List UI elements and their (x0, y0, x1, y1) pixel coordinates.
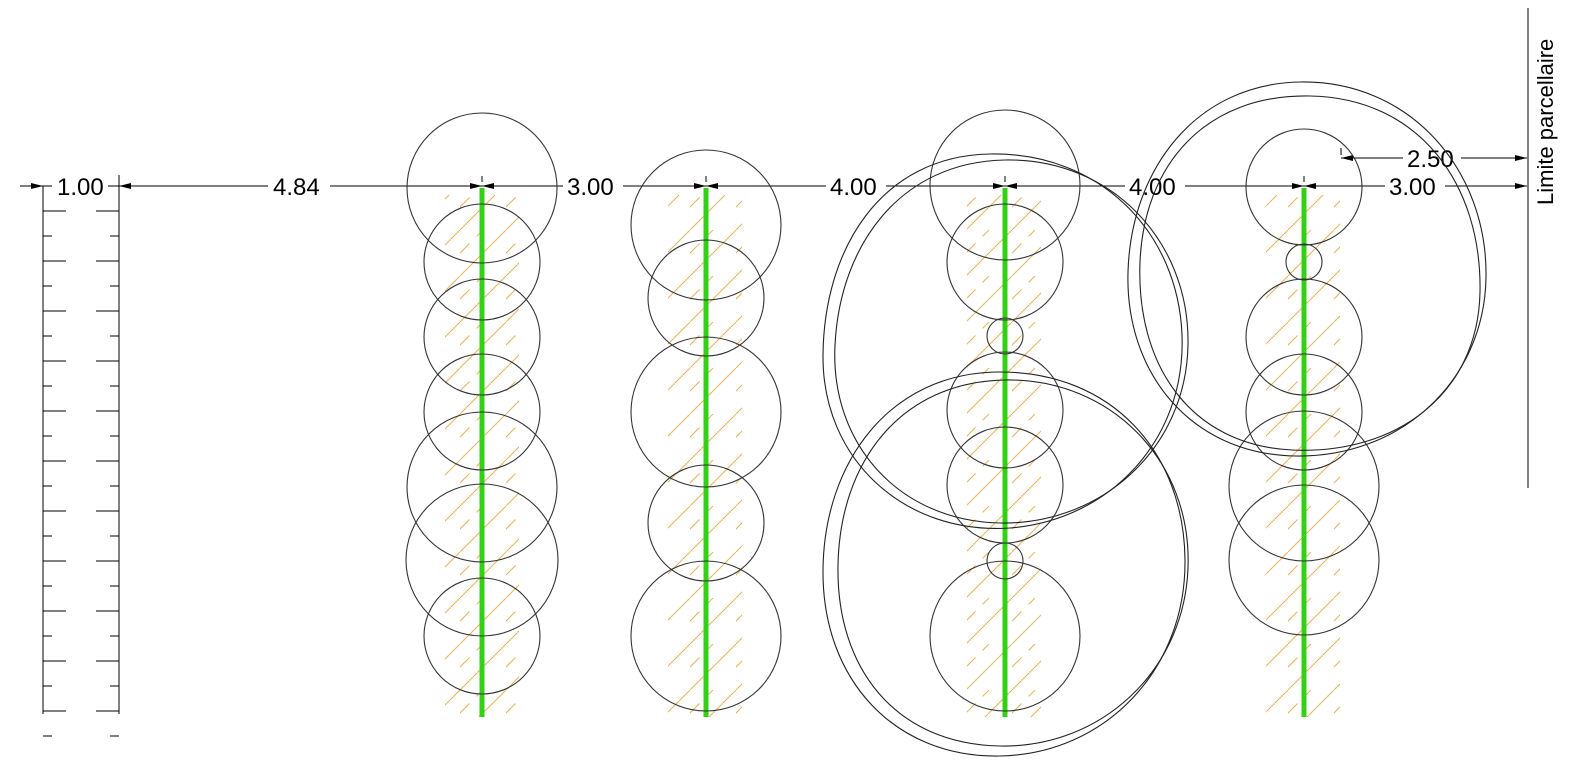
tree-canopy-row4-b (1139, 95, 1481, 451)
shrub-circle (405, 483, 559, 637)
dimension-label-3: 3.00 (567, 174, 614, 201)
arrow-6 (706, 183, 718, 189)
arrow-7 (993, 183, 1005, 189)
shrub-circle (647, 239, 765, 357)
tree-canopies (822, 81, 1487, 757)
boundary-offset-dimension: 2.50 (1340, 144, 1527, 173)
offset-arrow-right (1515, 155, 1527, 161)
shrub-circle (1285, 243, 1323, 281)
shrub-circle (1228, 484, 1380, 636)
shrub-circle (929, 560, 1081, 712)
arrow-5 (694, 183, 706, 189)
boundary-label: Limite parcellaire (1533, 39, 1558, 205)
shrub-circle (1228, 410, 1380, 562)
arrow-4 (482, 183, 494, 189)
shrub-circle (946, 351, 1064, 469)
arrow-10 (1304, 183, 1316, 189)
dimension-label-4: 4.00 (830, 174, 877, 201)
property-boundary: Limite parcellaire (1527, 8, 1558, 488)
ruler-ticks (43, 210, 119, 737)
shrub-circle (986, 542, 1024, 580)
shrub-circle (630, 560, 782, 712)
planting-lines (479, 188, 1307, 717)
dimension-label-2: 4.84 (273, 174, 320, 201)
shrub-circle (1245, 278, 1363, 396)
row-1-shrubs (405, 112, 559, 695)
tree-canopy-row4-a (1127, 81, 1487, 457)
shrub-circle (929, 109, 1081, 261)
arrow-3 (470, 183, 482, 189)
tree-canopy-row3-upper-b (822, 153, 1183, 529)
arrow-8 (1005, 183, 1017, 189)
shrub-circle (1245, 353, 1363, 471)
label-bg-6 (1385, 172, 1445, 200)
arrow-2 (119, 183, 131, 189)
shrub-circle (630, 149, 782, 301)
shrub-circle (1245, 128, 1363, 246)
arrow-1 (31, 183, 43, 189)
row-3-shrubs (929, 109, 1081, 712)
shrub-circle (423, 577, 541, 695)
label-bg-4 (826, 172, 886, 200)
dimension-label-6: 3.00 (1389, 174, 1436, 201)
row-2-shrubs (630, 149, 782, 712)
label-bg-3 (563, 172, 623, 200)
shrub-circle (986, 317, 1024, 355)
arrow-9 (1292, 183, 1304, 189)
label-bg-1 (52, 172, 108, 200)
label-bg-2 (268, 172, 330, 200)
dimension-label-1: 1.00 (57, 174, 104, 201)
hatched-planting-strips (445, 195, 1340, 717)
dimension-chain: 1.00 4.84 3.00 4.00 4.00 3.00 (20, 172, 1527, 201)
tree-canopy-row3-upper-a (834, 159, 1189, 524)
shrub-circle (406, 411, 558, 563)
shrub-circle (647, 464, 765, 582)
scale-ruler (42, 175, 120, 737)
tree-canopy-row3-lower-b (822, 371, 1186, 757)
arrow-11 (1515, 183, 1527, 189)
shrub-circle (423, 278, 541, 396)
shrub-circle (946, 203, 1064, 321)
shrub-circle (423, 353, 541, 471)
shrub-circle (423, 203, 541, 321)
label-bg-5 (1125, 172, 1185, 200)
shrub-circle (406, 112, 558, 264)
shrub-circle (630, 336, 782, 488)
offset-arrow-left (1341, 155, 1353, 161)
row-4-shrubs (1228, 128, 1380, 636)
offset-dimension-label: 2.50 (1407, 146, 1454, 173)
